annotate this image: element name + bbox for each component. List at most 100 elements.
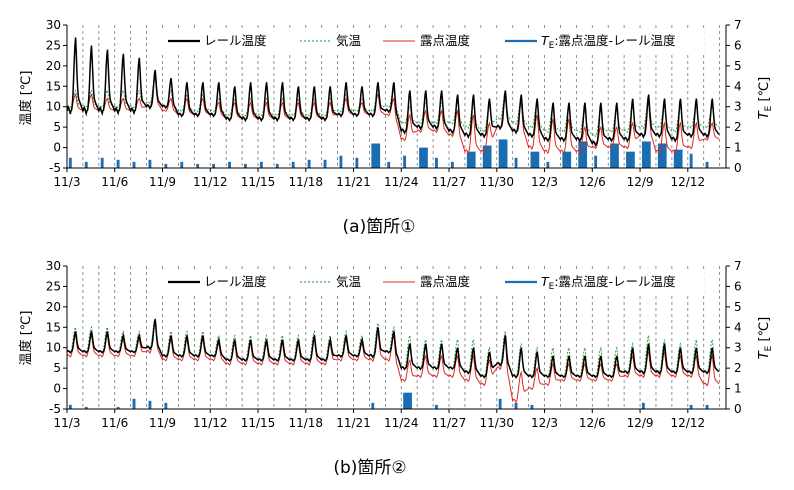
legend-box-b (158, 271, 704, 293)
te-spike (116, 406, 120, 409)
te-spike (387, 161, 391, 168)
y-tick-label-right: 5 (734, 59, 742, 73)
y-tick-label-left: 25 (46, 279, 61, 293)
te-spike (562, 151, 572, 168)
series-rail-temp (66, 37, 720, 147)
y-tick-label-left: 5 (53, 120, 61, 134)
temperature-series-b (66, 317, 720, 404)
te-spike (228, 161, 231, 168)
te-spike (164, 402, 168, 409)
te-spike (307, 159, 311, 168)
x-tick-label: 12/6 (579, 416, 606, 430)
y-tick-label-left: -5 (49, 161, 61, 175)
y-tick-label-right: 3 (734, 100, 742, 114)
y-tick-label-left: 15 (46, 320, 61, 334)
legend-label-air-b: 気温 (336, 274, 362, 289)
ylabel-right-a: TE [℃] (757, 77, 774, 120)
legend-label-dew-a: 露点温度 (420, 33, 471, 48)
te-spike (450, 161, 454, 168)
legend-label-te-a: TE:露点温度-レール温度 (541, 33, 676, 51)
x-tick-label: 12/12 (671, 175, 706, 189)
tick-labels-b: -5 0 5 10 15 20 25 30 0 1 2 3 4 5 6 7 11/3 11/6 11/9 11/12 1… (46, 259, 742, 430)
y-tick-label-left: 15 (46, 79, 61, 93)
x-tick-label: 11/24 (384, 416, 419, 430)
chart-b: -5 0 5 10 15 20 25 30 0 1 2 3 4 5 6 7 11/3 11/6 11/9 11/12 1… (18, 259, 774, 478)
te-spike (626, 151, 635, 168)
tick-labels-a: -5 0 5 10 15 20 25 30 0 1 2 3 4 5 6 7 11/3 11/6 11/9 11/12 1… (46, 18, 742, 189)
te-spike (259, 161, 263, 168)
x-tick-label: 11/9 (149, 175, 176, 189)
chart-a: -5 0 5 10 15 20 25 30 0 1 2 3 4 5 6 7 11/3 11/6 11/9 11/12 1… (18, 18, 774, 237)
y-tick-label-right: 0 (734, 402, 742, 416)
y-tick-label-right: 0 (734, 161, 742, 175)
te-spike (594, 155, 598, 168)
y-tick-label-left: 30 (46, 259, 61, 273)
x-tick-label: 11/30 (479, 175, 514, 189)
te-spike (641, 402, 645, 409)
te-spike (466, 151, 476, 168)
legend-label-air-a: 気温 (336, 33, 362, 48)
y-tick-label-right: 1 (734, 141, 742, 155)
x-tick-label: 11/18 (288, 175, 323, 189)
te-spike (673, 149, 683, 168)
x-tick-label: 11/3 (54, 416, 81, 430)
y-tick-label-left: 30 (46, 18, 61, 32)
y-tick-label-right: 4 (734, 79, 742, 93)
x-tick-label: 12/9 (627, 416, 654, 430)
legend-b: レール温度 気温 露点温度 TE:露点温度-レール温度 (158, 271, 704, 293)
x-tick-label: 11/21 (336, 416, 371, 430)
te-spike (530, 151, 540, 168)
caption-a: (a)箇所① (343, 217, 416, 237)
te-spike (371, 143, 381, 168)
te-spike (291, 161, 295, 168)
y-tick-label-left: 5 (53, 361, 61, 375)
te-spike (498, 398, 502, 409)
y-tick-label-left: 0 (53, 382, 61, 396)
x-tick-label: 11/12 (193, 416, 228, 430)
legend-label-rail-a: レール温度 (204, 33, 267, 48)
series-air-temp (66, 317, 720, 379)
x-tick-label: 11/12 (193, 175, 228, 189)
te-spike (641, 141, 651, 168)
axes-a (63, 24, 730, 172)
x-tick-label: 11/3 (54, 175, 81, 189)
y-tick-label-left: 10 (46, 100, 61, 114)
te-spike (355, 157, 359, 168)
y-tick-label-left: -5 (49, 402, 61, 416)
x-tick-label: 11/27 (432, 175, 467, 189)
ylabel-right-b: TE [℃] (757, 317, 774, 360)
legend-label-te-b: TE:露点温度-レール温度 (541, 274, 676, 292)
temperature-series-a (66, 37, 720, 155)
x-tick-label: 12/9 (627, 175, 654, 189)
y-tick-label-right: 4 (734, 320, 742, 334)
te-spike (116, 159, 120, 168)
te-spike (530, 404, 534, 409)
legend-a: レール温度 気温 露点温度 TE:露点温度-レール温度 (158, 30, 704, 52)
y-tick-label-right: 5 (734, 300, 742, 314)
y-tick-label-right: 7 (734, 259, 742, 273)
y-tick-label-right: 2 (734, 120, 742, 134)
y-tick-label-right: 6 (734, 279, 742, 293)
te-spike (435, 157, 438, 168)
x-tick-label: 11/30 (479, 416, 514, 430)
te-spike (68, 404, 72, 409)
legend-label-rail-b: レール温度 (204, 274, 267, 289)
y-tick-label-right: 6 (734, 38, 742, 52)
x-tick-label: 12/3 (531, 416, 558, 430)
axes-b (63, 265, 730, 413)
te-spike (180, 161, 184, 168)
te-spike (148, 400, 152, 409)
te-spike (403, 155, 407, 168)
te-spike (514, 402, 518, 409)
y-tick-label-right: 2 (734, 361, 742, 375)
te-spike (482, 145, 492, 168)
y-tick-label-right: 1 (734, 382, 742, 396)
te-spike (132, 398, 136, 409)
x-tick-label: 11/6 (101, 416, 128, 430)
te-spike (323, 159, 327, 168)
legend-label-dew-b: 露点温度 (420, 274, 471, 289)
te-spike (84, 406, 88, 409)
te-spike (68, 157, 72, 168)
te-spike (657, 143, 667, 168)
